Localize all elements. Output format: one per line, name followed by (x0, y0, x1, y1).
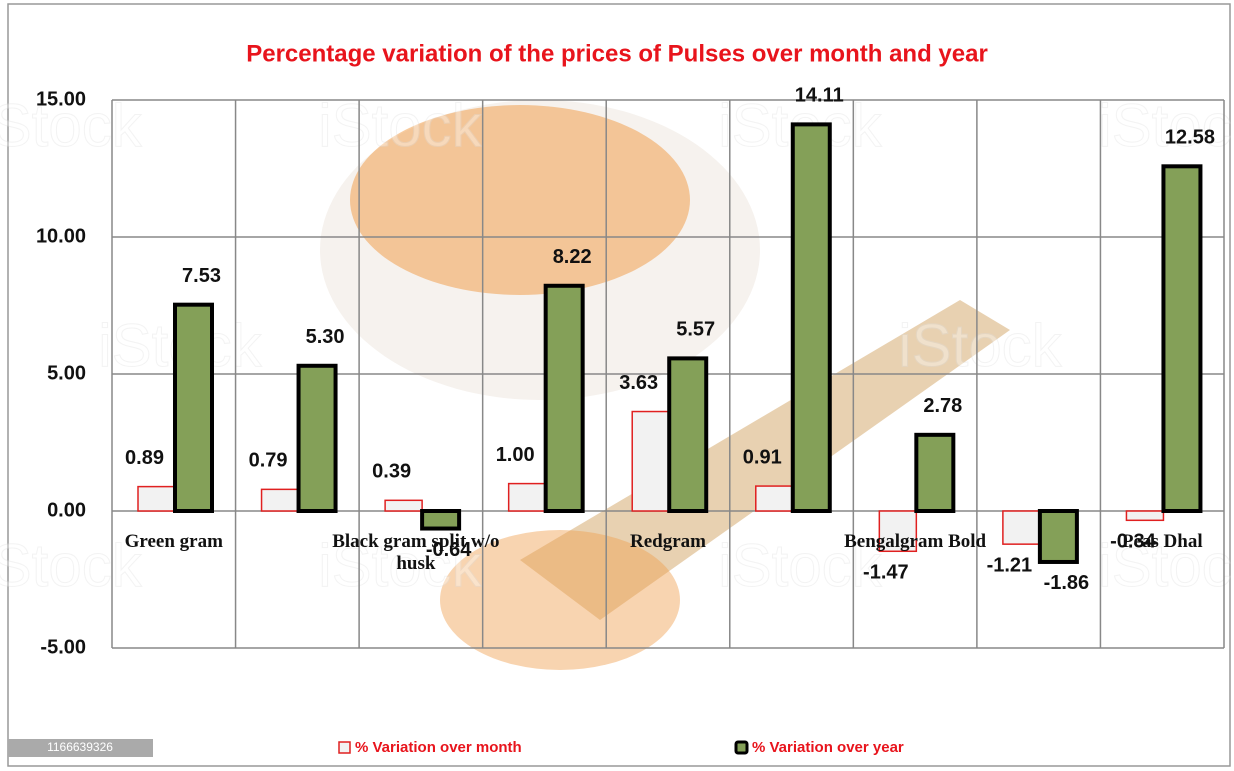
value-label: 2.78 (923, 395, 962, 417)
watermark: iStock (898, 312, 1062, 379)
watermark: iStock (318, 532, 482, 599)
bar (543, 283, 585, 513)
bar (790, 122, 832, 514)
y-tick-label: 5.00 (47, 362, 86, 384)
value-label: -0.34 (1110, 531, 1156, 553)
bar (667, 356, 709, 513)
watermark: iStock (1098, 532, 1234, 599)
bar (878, 510, 918, 553)
bar (631, 410, 670, 512)
legend-swatch (734, 740, 749, 755)
value-label: -1.21 (987, 554, 1033, 576)
value-label: -1.47 (863, 562, 909, 584)
x-tick-label: Redgram (630, 531, 706, 552)
bar (384, 499, 423, 512)
value-label: 12.58 (1165, 127, 1215, 149)
x-tick-label: Green gram (124, 531, 223, 552)
bar (137, 485, 176, 512)
chart-title: Percentage variation of the prices of Pu… (246, 40, 988, 67)
y-tick-label: 10.00 (36, 225, 86, 247)
value-label: 5.57 (676, 319, 715, 341)
background-lentils (440, 530, 680, 670)
x-tick-label: Peas Dhal (1121, 531, 1203, 552)
bar (1125, 510, 1165, 522)
watermark: iStock (318, 92, 482, 159)
bar (260, 488, 300, 512)
y-tick-label: 0.00 (47, 499, 86, 521)
background-scoop (520, 300, 1010, 620)
bar (507, 482, 547, 512)
bar (173, 302, 214, 514)
value-label: 5.30 (306, 326, 345, 348)
legend-label: % Variation over year (752, 739, 904, 756)
background-lentils (350, 105, 690, 295)
bar (1037, 509, 1079, 564)
watermark: iStock (718, 532, 882, 599)
value-label: 0.79 (249, 450, 288, 472)
value-label: 0.91 (743, 446, 782, 468)
value-label: 1.00 (496, 444, 535, 466)
value-label: 8.22 (553, 246, 592, 268)
value-label: 0.89 (125, 447, 164, 469)
y-tick-label: -5.00 (40, 636, 86, 658)
x-tick-label: Bengalgram Bold (844, 531, 987, 552)
bar (914, 432, 956, 513)
y-tick-label: 15.00 (36, 88, 86, 110)
value-label: 7.53 (182, 265, 221, 287)
x-tick-label: Black gram split w/o husk (332, 531, 500, 574)
bar (420, 509, 462, 531)
value-label: 3.63 (619, 372, 658, 394)
watermark: iStock (0, 532, 143, 599)
value-label: -0.64 (426, 539, 472, 561)
watermark-box (8, 739, 153, 757)
value-label: 14.11 (795, 85, 844, 107)
bar (1161, 164, 1203, 513)
watermark: iStock (1098, 92, 1234, 159)
watermark: iStock (0, 92, 143, 159)
value-label: -1.86 (1044, 572, 1090, 594)
watermark-id: 1166639326 (47, 740, 113, 754)
legend-label: % Variation over month (355, 739, 522, 756)
value-label: 0.39 (372, 461, 411, 483)
bar (296, 363, 338, 513)
legend-swatch (338, 741, 351, 754)
bar (755, 485, 794, 512)
